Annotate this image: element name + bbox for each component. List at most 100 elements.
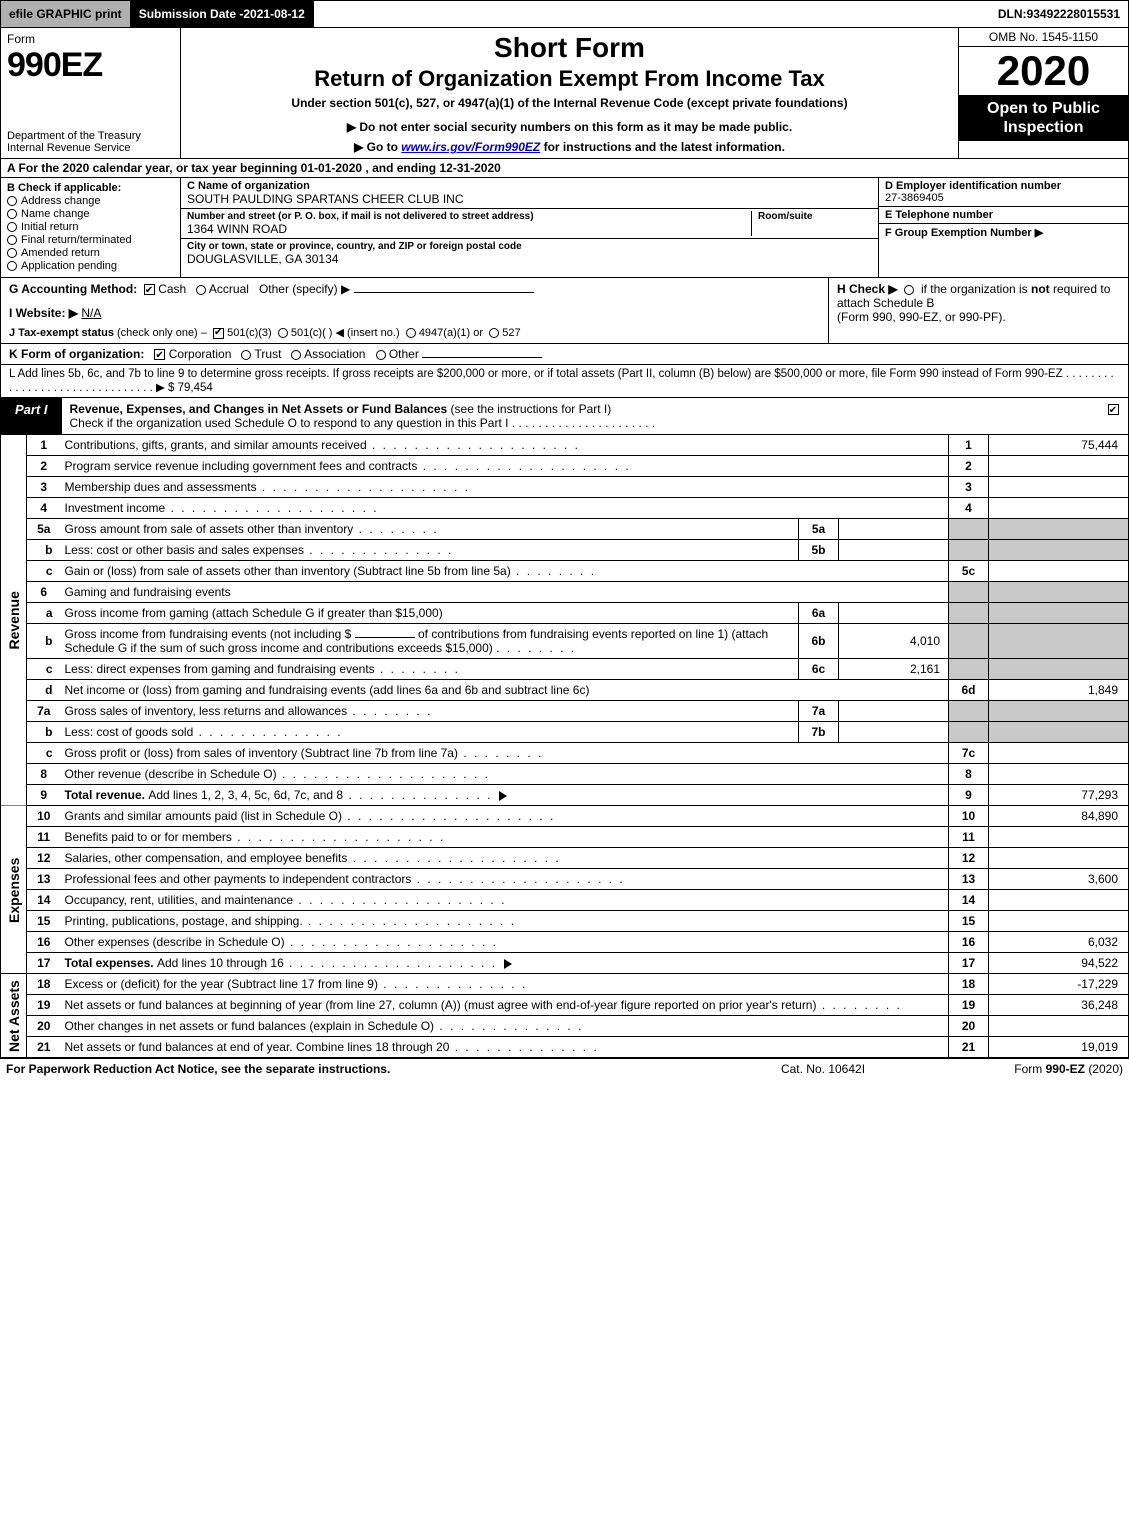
chk-501c3[interactable] (213, 328, 224, 339)
ln: 12 (27, 848, 61, 869)
j-label: J Tax-exempt status (9, 327, 114, 339)
chk-other[interactable] (376, 350, 386, 360)
ln: a (27, 603, 61, 624)
mval (839, 701, 949, 722)
box: 4 (949, 498, 989, 519)
k-other: Other (389, 347, 419, 361)
omb-number: OMB No. 1545-1150 (959, 28, 1128, 47)
g-other-input[interactable] (354, 292, 534, 293)
val (989, 1016, 1129, 1037)
r17-rest: Add lines 10 through 16 (157, 956, 497, 970)
val (989, 743, 1129, 764)
box: 10 (949, 806, 989, 827)
box-d: D Employer identification number 27-3869… (879, 178, 1128, 207)
chk-trust[interactable] (241, 350, 251, 360)
ln: c (27, 659, 61, 680)
footer-cat: Cat. No. 10642I (723, 1062, 923, 1076)
box-shade (949, 603, 989, 624)
val-shade (989, 519, 1129, 540)
k-label: K Form of organization: (9, 347, 144, 361)
chk-association[interactable] (291, 350, 301, 360)
chk-h[interactable] (904, 285, 914, 295)
val: 84,890 (989, 806, 1129, 827)
row-6b: b Gross income from fundraising events (… (1, 624, 1129, 659)
row-a: A For the 2020 calendar year, or tax yea… (0, 159, 1129, 178)
row-17: 17 Total expenses. Add lines 10 through … (1, 953, 1129, 974)
circle-icon (7, 235, 17, 245)
dln-value: 93492228015531 (1027, 7, 1120, 21)
r6b-pre: Gross income from fundraising events (no… (65, 627, 352, 641)
row-10: Expenses 10 Grants and similar amounts p… (1, 806, 1129, 827)
chk-501c[interactable] (278, 328, 288, 338)
val (989, 561, 1129, 582)
chk-label: Amended return (21, 247, 100, 259)
ln: 13 (27, 869, 61, 890)
org-name-label: C Name of organization (187, 180, 464, 192)
val (989, 764, 1129, 785)
box-shade (949, 722, 989, 743)
r6b-amount-input[interactable] (355, 637, 415, 638)
tax-year: 2020 (959, 47, 1128, 95)
row-13: 13 Professional fees and other payments … (1, 869, 1129, 890)
part1-schedule-o-checkbox[interactable] (1108, 404, 1119, 415)
val (989, 498, 1129, 519)
k-trust: Trust (255, 347, 282, 361)
desc: Less: cost of goods sold (61, 722, 799, 743)
box: 19 (949, 995, 989, 1016)
ln: 19 (27, 995, 61, 1016)
chk-accrual[interactable] (196, 285, 206, 295)
desc: Other expenses (describe in Schedule O) (61, 932, 949, 953)
chk-final-return[interactable]: Final return/terminated (7, 234, 174, 246)
ln: 11 (27, 827, 61, 848)
chk-application-pending[interactable]: Application pending (7, 260, 174, 272)
row-7b: b Less: cost of goods sold 7b (1, 722, 1129, 743)
mbox: 6c (799, 659, 839, 680)
efile-print[interactable]: efile GRAPHIC print (1, 1, 131, 27)
j-501c: 501(c)( ) ◀ (insert no.) (291, 327, 400, 339)
chk-initial-return[interactable]: Initial return (7, 221, 174, 233)
val: 77,293 (989, 785, 1129, 806)
chk-527[interactable] (489, 328, 499, 338)
val-shade (989, 701, 1129, 722)
val: 3,600 (989, 869, 1129, 890)
g-cash: Cash (158, 282, 186, 296)
mbox: 6a (799, 603, 839, 624)
mbox: 5a (799, 519, 839, 540)
expenses-vlabel: Expenses (1, 806, 27, 974)
row-7a: 7a Gross sales of inventory, less return… (1, 701, 1129, 722)
box: 7c (949, 743, 989, 764)
l-value: 79,454 (178, 382, 213, 394)
desc: Gaming and fundraising events (61, 582, 949, 603)
k-assoc: Association (304, 347, 365, 361)
row-21: 21 Net assets or fund balances at end of… (1, 1037, 1129, 1058)
chk-amended-return[interactable]: Amended return (7, 247, 174, 259)
chk-4947[interactable] (406, 328, 416, 338)
box: 14 (949, 890, 989, 911)
chk-address-change[interactable]: Address change (7, 195, 174, 207)
r17-bold: Total expenses. (65, 956, 157, 970)
city-label: City or town, state or province, country… (187, 241, 522, 252)
ln: c (27, 743, 61, 764)
ln: 7a (27, 701, 61, 722)
ln: 16 (27, 932, 61, 953)
box-shade (949, 659, 989, 680)
mval (839, 540, 949, 561)
chk-cash[interactable] (144, 284, 155, 295)
ln: 8 (27, 764, 61, 785)
box-b: B Check if applicable: Address change Na… (1, 178, 181, 277)
dln: DLN: 93492228015531 (990, 1, 1128, 27)
row-6c: c Less: direct expenses from gaming and … (1, 659, 1129, 680)
irs-link[interactable]: www.irs.gov/Form990EZ (401, 140, 540, 154)
row-5a: 5a Gross amount from sale of assets othe… (1, 519, 1129, 540)
chk-name-change[interactable]: Name change (7, 208, 174, 220)
row-5c: c Gain or (loss) from sale of assets oth… (1, 561, 1129, 582)
ln: 14 (27, 890, 61, 911)
revenue-vlabel: Revenue (1, 435, 27, 806)
box: 15 (949, 911, 989, 932)
j-4947: 4947(a)(1) or (419, 327, 483, 339)
k-other-input[interactable] (422, 357, 542, 358)
row-a-pre: A For the 2020 calendar year, or tax yea… (7, 161, 301, 175)
ln: 2 (27, 456, 61, 477)
g-accrual: Accrual (209, 282, 249, 296)
chk-corporation[interactable] (154, 349, 165, 360)
